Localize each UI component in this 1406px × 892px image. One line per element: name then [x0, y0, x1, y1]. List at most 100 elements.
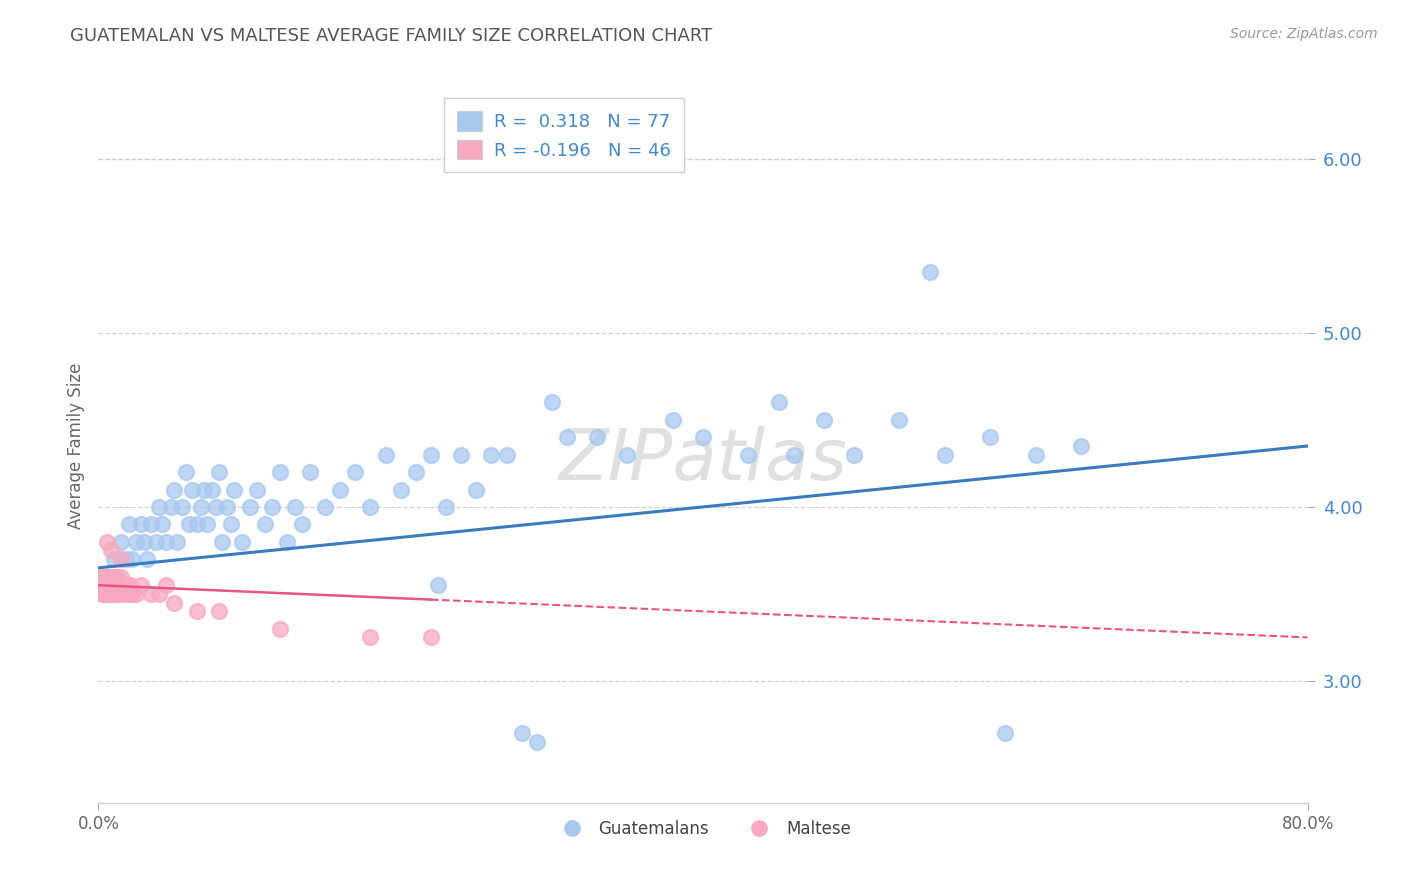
Point	[110, 534, 132, 549]
Point	[360, 500, 382, 514]
Point	[205, 500, 228, 514]
Point	[555, 430, 578, 444]
Point	[450, 448, 472, 462]
Point	[96, 534, 118, 549]
Point	[329, 483, 352, 497]
Point	[405, 465, 427, 479]
Point	[91, 569, 114, 583]
Point	[661, 413, 683, 427]
Point	[291, 517, 314, 532]
Point	[98, 578, 121, 592]
Point	[224, 483, 246, 497]
Point	[420, 448, 443, 462]
Point	[510, 726, 533, 740]
Point	[208, 465, 231, 479]
Point	[145, 534, 167, 549]
Y-axis label: Average Family Size: Average Family Size	[66, 363, 84, 529]
Point	[526, 735, 548, 749]
Point	[104, 587, 127, 601]
Point	[100, 569, 122, 583]
Point	[101, 578, 124, 592]
Point	[374, 448, 396, 462]
Legend: Guatemalans, Maltese: Guatemalans, Maltese	[548, 814, 858, 845]
Point	[193, 483, 215, 497]
Point	[284, 500, 307, 514]
Point	[221, 517, 243, 532]
Point	[93, 578, 115, 592]
Point	[427, 578, 450, 592]
Point	[100, 543, 122, 558]
Point	[125, 587, 148, 601]
Point	[107, 587, 129, 601]
Point	[844, 448, 866, 462]
Point	[111, 587, 134, 601]
Point	[103, 569, 125, 583]
Point	[186, 517, 208, 532]
Point	[108, 578, 131, 592]
Point	[148, 500, 170, 514]
Point	[934, 448, 956, 462]
Point	[616, 448, 638, 462]
Point	[269, 622, 291, 636]
Point	[115, 578, 138, 592]
Point	[190, 500, 212, 514]
Point	[186, 604, 208, 618]
Point	[465, 483, 488, 497]
Point	[269, 465, 291, 479]
Point	[90, 569, 112, 583]
Point	[150, 517, 173, 532]
Point	[104, 569, 127, 583]
Point	[540, 395, 562, 409]
Point	[141, 587, 163, 601]
Point	[174, 465, 197, 479]
Point	[434, 500, 457, 514]
Point	[101, 587, 124, 601]
Point	[813, 413, 835, 427]
Text: GUATEMALAN VS MALTESE AVERAGE FAMILY SIZE CORRELATION CHART: GUATEMALAN VS MALTESE AVERAGE FAMILY SIZ…	[70, 27, 713, 45]
Point	[239, 500, 262, 514]
Point	[129, 578, 152, 592]
Point	[1070, 439, 1092, 453]
Point	[208, 604, 231, 618]
Point	[94, 569, 117, 583]
Point	[1024, 448, 1046, 462]
Point	[121, 587, 143, 601]
Point	[114, 587, 136, 601]
Point	[105, 578, 128, 592]
Point	[103, 552, 125, 566]
Point	[737, 448, 759, 462]
Point	[586, 430, 609, 444]
Point	[96, 578, 118, 592]
Point	[96, 587, 118, 601]
Point	[94, 578, 117, 592]
Point	[246, 483, 269, 497]
Point	[163, 596, 186, 610]
Point	[253, 517, 276, 532]
Point	[112, 578, 135, 592]
Point	[166, 534, 188, 549]
Point	[918, 265, 941, 279]
Point	[360, 631, 382, 645]
Point	[889, 413, 911, 427]
Point	[262, 500, 284, 514]
Point	[495, 448, 517, 462]
Point	[344, 465, 367, 479]
Text: ZIPatlas: ZIPatlas	[558, 425, 848, 495]
Point	[179, 517, 201, 532]
Point	[105, 569, 128, 583]
Point	[783, 448, 806, 462]
Point	[195, 517, 218, 532]
Point	[110, 552, 132, 566]
Point	[132, 534, 155, 549]
Point	[114, 552, 136, 566]
Point	[211, 534, 233, 549]
Point	[276, 534, 298, 549]
Point	[979, 430, 1001, 444]
Point	[103, 578, 125, 592]
Point	[100, 587, 122, 601]
Point	[160, 500, 183, 514]
Point	[125, 534, 148, 549]
Point	[135, 552, 157, 566]
Point	[314, 500, 336, 514]
Text: Source: ZipAtlas.com: Source: ZipAtlas.com	[1230, 27, 1378, 41]
